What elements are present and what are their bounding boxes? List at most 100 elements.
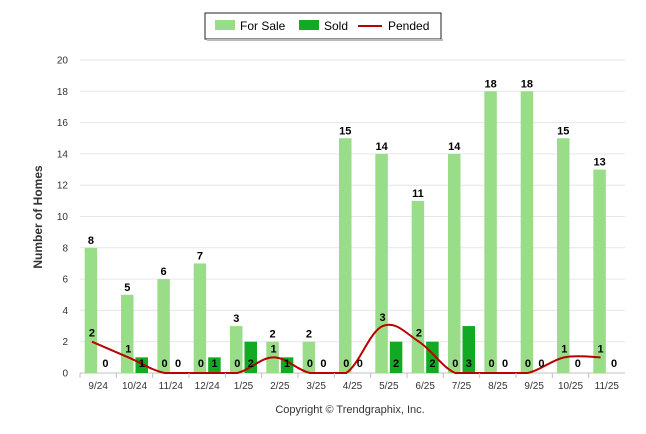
label-for-sale: 8 <box>88 235 94 247</box>
label-pended: 1 <box>561 343 567 355</box>
label-pended: 0 <box>162 358 168 370</box>
x-tick-label: 1/25 <box>234 381 254 392</box>
bar-for-sale[interactable] <box>375 153 388 373</box>
label-pended: 0 <box>343 358 349 370</box>
label-for-sale: 5 <box>124 282 130 294</box>
label-for-sale: 6 <box>161 266 167 278</box>
x-tick-label: 11/25 <box>595 381 620 392</box>
label-for-sale: 11 <box>412 188 424 200</box>
bar-for-sale[interactable] <box>448 153 461 373</box>
bar-for-sale[interactable] <box>339 138 352 373</box>
label-pended: 0 <box>234 358 240 370</box>
bar-for-sale[interactable] <box>121 294 134 373</box>
label-sold: 0 <box>502 358 508 370</box>
label-sold: 0 <box>357 358 363 370</box>
label-for-sale: 18 <box>484 78 496 90</box>
label-for-sale: 15 <box>557 125 569 137</box>
bar-for-sale[interactable] <box>302 341 316 373</box>
x-tick-label: 5/25 <box>379 381 399 392</box>
label-for-sale: 14 <box>448 141 461 153</box>
label-pended: 1 <box>271 343 277 355</box>
x-tick-label: 10/25 <box>558 381 583 392</box>
bar-for-sale[interactable] <box>193 263 207 373</box>
label-for-sale: 2 <box>306 329 312 341</box>
label-sold: 0 <box>320 358 326 370</box>
bar-for-sale[interactable] <box>84 247 98 373</box>
label-pended: 0 <box>489 358 495 370</box>
y-tick-label: 6 <box>62 275 68 286</box>
y-axis-title: Number of Homes <box>31 165 45 269</box>
bar-for-sale[interactable] <box>411 200 425 373</box>
label-pended: 0 <box>198 358 204 370</box>
label-sold: 0 <box>175 358 181 370</box>
label-pended: 1 <box>598 343 604 355</box>
label-sold: 0 <box>102 358 108 370</box>
label-sold: 2 <box>248 358 254 370</box>
label-for-sale: 13 <box>593 157 605 169</box>
legend-box <box>204 12 442 40</box>
y-tick-label: 16 <box>57 118 69 129</box>
label-pended: 1 <box>125 343 131 355</box>
bar-sold[interactable] <box>208 357 221 373</box>
bar-for-sale[interactable] <box>157 279 170 373</box>
y-tick-label: 4 <box>62 306 68 317</box>
label-for-sale: 7 <box>197 250 203 262</box>
label-sold: 1 <box>211 358 217 370</box>
label-for-sale: 2 <box>270 329 276 341</box>
x-tick-label: 2/25 <box>270 381 290 392</box>
label-pended: 2 <box>89 328 95 340</box>
label-for-sale: 14 <box>375 141 388 153</box>
legend[interactable]: For Sale Sold Pended <box>204 12 443 41</box>
label-for-sale: 3 <box>233 313 239 325</box>
label-sold: 1 <box>139 358 145 370</box>
y-tick-label: 14 <box>57 149 69 160</box>
label-pended: 0 <box>525 358 531 370</box>
x-tick-label: 9/25 <box>524 381 544 392</box>
legend-swatch <box>215 20 235 30</box>
label-sold: 0 <box>538 358 544 370</box>
label-sold: 2 <box>393 358 399 370</box>
y-tick-label: 0 <box>62 369 68 380</box>
bar-sold[interactable] <box>389 341 403 373</box>
label-for-sale: 18 <box>521 78 533 90</box>
label-sold: 3 <box>466 358 472 370</box>
x-tick-label: 8/25 <box>488 381 508 392</box>
x-tick-label: 12/24 <box>195 381 220 392</box>
x-tick-label: 3/25 <box>306 381 326 392</box>
label-sold: 0 <box>575 358 581 370</box>
label-pended: 0 <box>452 358 458 370</box>
label-sold: 1 <box>284 358 290 370</box>
y-tick-label: 8 <box>62 243 68 254</box>
x-tick-label: 10/24 <box>122 381 147 392</box>
bar-for-sale[interactable] <box>593 169 606 373</box>
legend-swatch <box>299 20 319 30</box>
label-pended: 3 <box>380 312 386 324</box>
bar-for-sale[interactable] <box>557 138 570 373</box>
bar-sold[interactable] <box>280 357 294 373</box>
label-pended: 2 <box>416 328 422 340</box>
bar-for-sale[interactable] <box>230 326 243 373</box>
legend-label[interactable]: For Sale <box>240 19 286 33</box>
bar-for-sale[interactable] <box>484 91 497 374</box>
bar-sold[interactable] <box>462 326 476 373</box>
legend-shadow <box>207 39 443 41</box>
y-tick-label: 18 <box>57 87 69 98</box>
y-tick-label: 10 <box>57 212 69 223</box>
bar-for-sale[interactable] <box>520 91 534 374</box>
x-tick-label: 4/25 <box>343 381 363 392</box>
grid-lines <box>80 59 625 374</box>
y-tick-label: 2 <box>62 337 68 348</box>
label-for-sale: 15 <box>339 125 351 137</box>
x-tick-label: 7/25 <box>452 381 472 392</box>
label-sold: 2 <box>429 358 435 370</box>
chart-credits: Copyright © Trendgraphix, Inc. <box>275 404 424 416</box>
y-tick-label: 20 <box>57 56 69 67</box>
label-sold: 0 <box>611 358 617 370</box>
y-tick-label: 12 <box>57 181 69 192</box>
x-tick-label: 9/24 <box>88 381 108 392</box>
data-labels: 8051607132212015014211214318018015013021… <box>88 78 617 370</box>
legend-label[interactable]: Sold <box>324 19 348 33</box>
legend-label[interactable]: Pended <box>388 19 429 33</box>
